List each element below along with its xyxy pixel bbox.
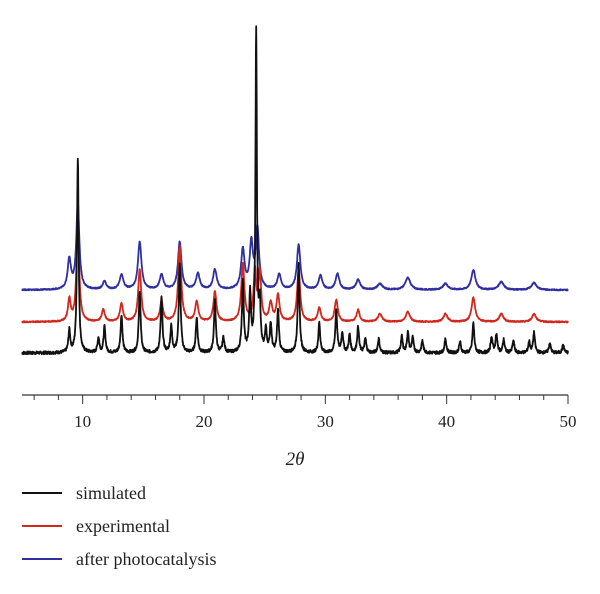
series-line-after-photocatalysis [21, 202, 569, 292]
series-layer [21, 25, 569, 356]
x-tick-label: 30 [317, 412, 334, 431]
x-ticks: 10 20 30 40 50 [33, 395, 577, 431]
legend-label: experimental [76, 516, 170, 536]
plot-area [21, 25, 569, 356]
x-axis-title: 2θ [286, 449, 305, 470]
x-tick-label: 40 [438, 412, 455, 431]
legend: simulated experimental after photocatalysi… [22, 483, 216, 569]
series-line-experimental [21, 219, 569, 324]
series-line-simulated [21, 25, 569, 356]
legend-label: simulated [76, 483, 146, 503]
x-axis: 10 20 30 40 50 2θ [22, 394, 577, 470]
x-tick-label: 10 [74, 412, 91, 431]
legend-label: after photocatalysis [76, 549, 216, 569]
x-tick-label: 50 [560, 412, 577, 431]
x-tick-label: 20 [196, 412, 213, 431]
